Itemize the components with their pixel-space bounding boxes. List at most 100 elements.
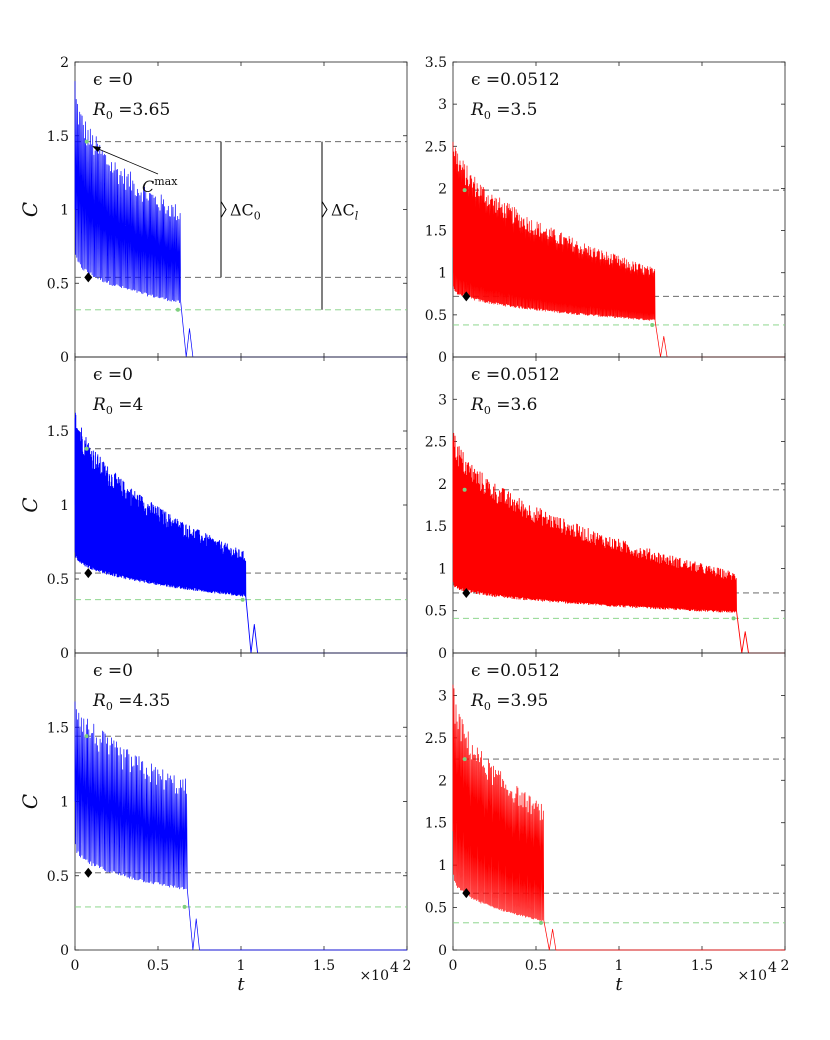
cmax-annotation: Cmax (142, 175, 178, 196)
delta0-symbol: ΔC (230, 201, 254, 220)
y-tick-label: 0.5 (425, 308, 447, 324)
deltal-brace (321, 201, 328, 218)
y-axis-label: C (18, 794, 42, 809)
y-axis-label: C (18, 497, 42, 512)
deltal-subscript: l (355, 210, 359, 223)
cmax-arrow-line (95, 147, 159, 175)
x-scale-factor: ×10 (737, 968, 767, 984)
y-tick-label: 1 (438, 266, 447, 282)
diamond-marker (84, 867, 93, 878)
delta0-subscript: 0 (254, 210, 261, 223)
y-tick-label: 3.5 (425, 55, 447, 71)
x-tick-label: 1 (615, 958, 624, 974)
diamond-marker (462, 291, 471, 302)
x-axis-label: t (237, 974, 245, 995)
r0-subscript: 0 (484, 700, 491, 713)
r0-symbol: R (470, 691, 484, 711)
y-axis-label: C (18, 202, 42, 217)
y-tick-label: 1.5 (47, 424, 69, 440)
deltal-label: ΔCl (331, 201, 359, 223)
r0-label: R0 =4 (92, 395, 143, 417)
r0-value: =3.65 (113, 100, 171, 120)
y-tick-label: 1 (60, 203, 69, 219)
green-marker-start (84, 446, 89, 451)
y-tick-label: 1.5 (47, 720, 69, 736)
y-tick-label: 1.5 (425, 816, 447, 832)
r0-symbol: R (470, 395, 484, 415)
green-marker-end (182, 904, 187, 909)
epsilon-label: ϵ =0.0512 (471, 661, 560, 681)
x-scale-exponent: 4 (768, 960, 777, 976)
signal-line (74, 701, 407, 951)
x-tick-label: 0.5 (525, 958, 547, 974)
delta0-label: ΔC0 (230, 201, 261, 223)
green-marker-end (731, 616, 736, 621)
y-tick-label: 2.5 (425, 435, 447, 451)
x-tick-label: 1.5 (313, 958, 335, 974)
r0-subscript: 0 (484, 404, 491, 417)
y-tick-label: 0.5 (47, 276, 69, 292)
x-tick-label: 0.5 (147, 958, 169, 974)
y-tick-label: 0.5 (47, 869, 69, 885)
x-tick-label: 1.5 (691, 958, 713, 974)
diamond-marker (462, 888, 471, 899)
y-tick-label: 2.5 (425, 139, 447, 155)
y-tick-label: 2 (438, 477, 447, 493)
signal-line (74, 412, 407, 654)
deltal-symbol: ΔC (331, 201, 355, 220)
green-marker-start (84, 734, 89, 739)
y-tick-label: 1 (60, 498, 69, 514)
epsilon-label: ϵ =0.0512 (471, 365, 560, 385)
y-tick-label: 0 (60, 943, 69, 959)
r0-value: =3.5 (491, 100, 538, 120)
y-tick-label: 2 (60, 55, 69, 71)
r0-symbol: R (470, 100, 484, 120)
delta0-brace (220, 201, 227, 218)
y-tick-label: 0.5 (47, 572, 69, 588)
epsilon-label: ϵ =0 (93, 70, 133, 90)
y-tick-label: 0.5 (425, 901, 447, 917)
signal-line (452, 432, 785, 654)
cmax-superscript: max (154, 175, 178, 188)
r0-subscript: 0 (106, 109, 113, 122)
x-scale-factor: ×10 (359, 968, 389, 984)
r0-value: =3.95 (491, 691, 549, 711)
r0-subscript: 0 (106, 700, 113, 713)
y-tick-label: 0 (60, 350, 69, 366)
green-marker-end (175, 307, 180, 312)
r0-symbol: R (92, 395, 106, 415)
y-tick-label: 0 (438, 943, 447, 959)
green-marker-start (462, 487, 467, 492)
x-tick-label: 0 (449, 958, 458, 974)
cmax-arrow-head (92, 146, 101, 152)
r0-label: R0 =3.6 (470, 395, 538, 417)
y-tick-label: 0 (438, 646, 447, 662)
diamond-marker (84, 568, 93, 579)
y-tick-label: 3 (438, 392, 447, 408)
r0-label: R0 =3.5 (470, 100, 538, 122)
cmax-symbol: C (142, 177, 154, 196)
signal-line (74, 80, 407, 358)
epsilon-label: ϵ =0 (93, 661, 133, 681)
y-tick-label: 3 (438, 97, 447, 113)
y-tick-label: 1 (438, 561, 447, 577)
y-tick-label: 0 (438, 350, 447, 366)
green-marker-start (462, 188, 467, 193)
r0-value: =4.35 (113, 691, 171, 711)
panel-3: 00.511.5Cϵ =0R0 =4 (18, 356, 408, 662)
green-marker-end (240, 597, 245, 602)
y-tick-label: 1 (60, 795, 69, 811)
y-tick-label: 3 (438, 688, 447, 704)
r0-value: =4 (113, 395, 143, 415)
r0-label: R0 =3.65 (92, 100, 170, 122)
r0-subscript: 0 (106, 404, 113, 417)
x-tick-label: 1 (237, 958, 246, 974)
y-tick-label: 2.5 (425, 731, 447, 747)
x-scale-exponent: 4 (390, 960, 399, 976)
epsilon-label: ϵ =0.0512 (471, 70, 560, 90)
green-marker-end (650, 322, 655, 327)
green-marker-end (538, 920, 543, 925)
